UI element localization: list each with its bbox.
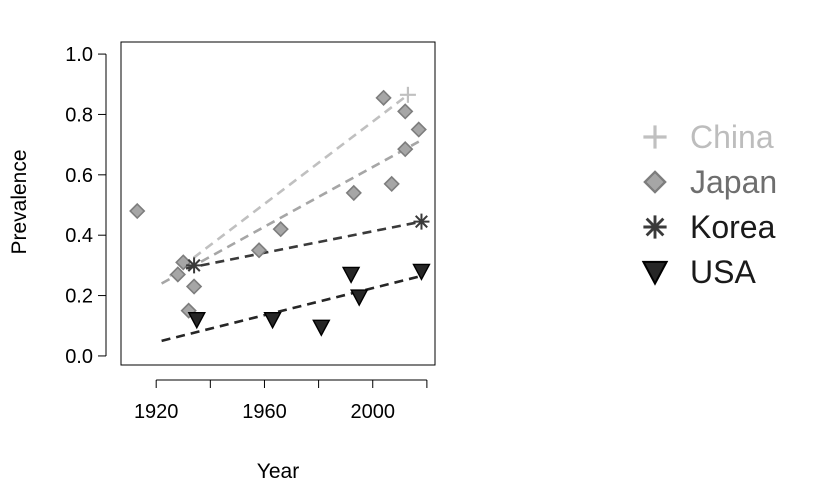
point-usa <box>412 263 431 281</box>
legend: China Japan Korea USA <box>641 119 777 290</box>
plot-frame <box>120 41 436 366</box>
x-tick-label: 1960 <box>242 401 287 423</box>
point-japan <box>272 221 289 238</box>
triangle-marker <box>341 266 361 284</box>
legend-item-usa: USA <box>641 254 756 290</box>
y-tick-label: 0.2 <box>65 286 93 308</box>
legend-marker-usa <box>641 260 669 286</box>
triangle-marker <box>641 260 669 286</box>
point-usa <box>187 312 206 330</box>
legend-label: Japan <box>690 164 777 200</box>
point-usa <box>341 266 361 284</box>
diamond-marker <box>129 202 146 220</box>
diamond-marker <box>643 170 667 194</box>
triangle-marker <box>187 312 206 330</box>
diamond-marker <box>410 121 427 138</box>
legend-item-japan: Japan <box>643 164 777 200</box>
diamond-marker <box>250 242 268 259</box>
point-japan <box>397 103 414 120</box>
point-usa <box>350 289 369 307</box>
diamond-marker <box>375 89 392 106</box>
legend-item-korea: Korea <box>643 209 776 245</box>
diamond-marker <box>397 103 414 120</box>
y-tick-label: 0.6 <box>65 165 93 187</box>
x-axis: 1920 1960 2000 <box>134 379 428 423</box>
x-tick-label: 2000 <box>350 401 395 423</box>
point-japan <box>129 202 146 220</box>
point-japan <box>345 184 362 202</box>
triangle-marker <box>412 263 431 281</box>
x-tick-label: 1920 <box>134 401 179 423</box>
asterisk-stroke <box>414 215 428 229</box>
point-japan <box>185 278 203 295</box>
y-tick-label: 0.8 <box>65 104 93 126</box>
legend-marker-china <box>643 125 667 149</box>
point-japan <box>383 175 400 193</box>
diamond-marker <box>169 266 186 283</box>
legend-marker-korea <box>643 215 667 239</box>
point-usa <box>312 319 331 337</box>
y-tick-label: 1.0 <box>65 44 93 66</box>
triangle-marker <box>350 289 369 307</box>
y-axis-title: Prevalence <box>8 149 31 254</box>
legend-marker-japan <box>643 170 667 194</box>
legend-label: Korea <box>690 209 776 245</box>
point-japan <box>397 141 414 158</box>
asterisk-stroke <box>645 217 665 237</box>
trendline-japan <box>160 140 420 285</box>
diamond-marker <box>383 175 400 193</box>
y-tick-label: 0.4 <box>65 225 93 247</box>
diamond-marker <box>185 278 203 295</box>
point-korea <box>413 213 430 230</box>
point-japan <box>410 121 427 138</box>
trendline-korea <box>185 220 422 270</box>
y-axis: 0.0 0.2 0.4 0.6 0.8 1.0 <box>65 44 107 368</box>
point-japan <box>375 89 392 106</box>
diamond-marker <box>397 141 414 158</box>
triangle-marker <box>312 319 331 337</box>
trendlines <box>160 93 422 343</box>
legend-label: China <box>690 119 774 155</box>
point-korea <box>186 257 203 274</box>
point-japan <box>250 242 268 259</box>
data-points <box>129 86 431 337</box>
point-china <box>399 86 416 103</box>
plot-area <box>120 41 436 366</box>
point-japan <box>169 266 186 283</box>
legend-item-china: China <box>643 119 774 155</box>
trendline-china <box>168 93 409 277</box>
diamond-marker <box>345 184 362 202</box>
point-usa <box>263 312 282 330</box>
legend-label: USA <box>690 254 756 290</box>
asterisk-stroke <box>187 258 201 272</box>
triangle-marker <box>263 312 282 330</box>
y-tick-label: 0.0 <box>65 346 93 368</box>
diamond-marker <box>272 221 289 238</box>
x-axis-title: Year <box>257 460 299 483</box>
